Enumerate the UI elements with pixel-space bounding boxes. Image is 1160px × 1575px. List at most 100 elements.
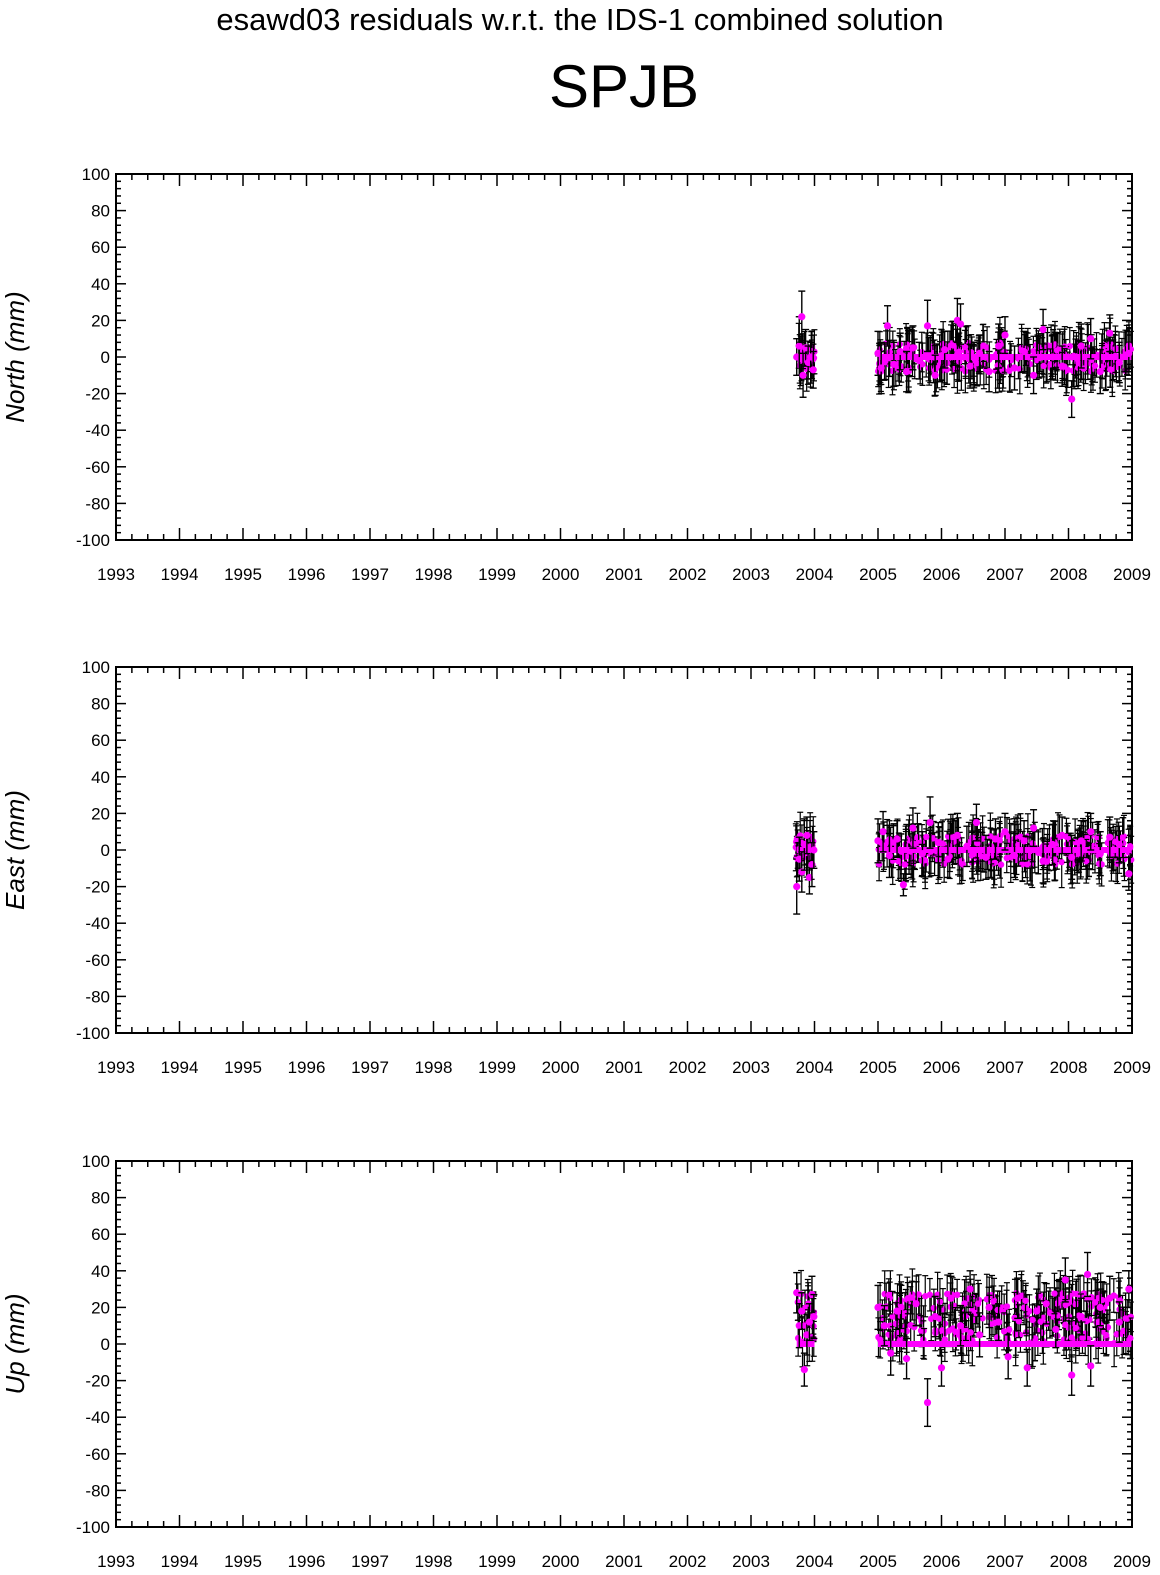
data-point: [909, 824, 917, 832]
panel-1: 100 80 60 40 20 0 -20 -40 -60 -80 -100 1993 1994 1995…: [0, 165, 1151, 584]
x-tick-label: 2004: [796, 565, 834, 584]
x-tick-label: 2004: [796, 1058, 834, 1077]
data-point: [893, 1307, 901, 1315]
data-point: [966, 1285, 974, 1293]
x-tick-label: 1999: [478, 1552, 516, 1571]
data-point: [995, 342, 1003, 350]
y-axis-label: North (mm): [0, 291, 30, 422]
y-tick-label: 60: [91, 731, 110, 750]
data-point: [939, 1327, 946, 1334]
data-point: [1058, 831, 1066, 839]
data-point: [1042, 1300, 1050, 1308]
y-tick-label: -40: [85, 914, 110, 933]
data-point: [1091, 362, 1099, 369]
data-point: [937, 1364, 946, 1372]
x-tick-label: 2005: [859, 1058, 897, 1077]
data-point: [985, 368, 993, 376]
x-tick-label: 2000: [542, 565, 580, 584]
x-tick-label: 1995: [224, 1058, 262, 1077]
data-point: [793, 353, 801, 361]
x-tick-label: 2008: [1050, 565, 1088, 584]
data-point: [893, 835, 901, 843]
data-point: [1051, 1290, 1058, 1297]
data-point: [1066, 342, 1073, 350]
data-point: [1113, 1331, 1120, 1338]
data-point: [915, 357, 923, 365]
data-point: [1026, 360, 1034, 368]
data-point: [923, 833, 930, 841]
y-tick-label: 0: [101, 841, 110, 860]
data-point: [804, 358, 812, 367]
data-point: [1058, 362, 1066, 370]
data-point: [795, 855, 803, 863]
data-point: [1049, 353, 1057, 361]
data-point: [1125, 349, 1133, 357]
y-axis-label: Up (mm): [0, 1293, 30, 1394]
data-point: [918, 850, 927, 858]
chart-title: esawd03 residuals w.r.t. the IDS-1 combi…: [216, 2, 944, 37]
data-point: [1022, 853, 1029, 861]
data-point: [923, 1398, 932, 1407]
data-point: [1087, 335, 1095, 343]
y-tick-label: 20: [91, 804, 110, 823]
data-point: [1062, 1301, 1069, 1309]
data-point: [1068, 853, 1076, 861]
data-point: [1116, 1297, 1124, 1304]
data-point: [798, 313, 806, 321]
data-point: [941, 346, 949, 354]
data-point: [1096, 860, 1103, 867]
data-point: [1000, 1328, 1008, 1335]
data-point: [1083, 858, 1090, 865]
y-tick-label: -60: [85, 1445, 110, 1464]
x-tick-label: 2006: [923, 1058, 961, 1077]
data-point: [952, 1328, 959, 1335]
data-point: [956, 320, 965, 328]
data-point: [803, 831, 811, 839]
data-point: [1072, 1301, 1079, 1308]
y-tick-label: 80: [91, 1189, 110, 1208]
data-point: [899, 881, 908, 889]
data-point: [1096, 850, 1104, 858]
data-point: [1058, 858, 1065, 866]
data-point: [968, 852, 976, 859]
x-tick-label: 2008: [1050, 1552, 1088, 1571]
x-tick-label: 2009: [1113, 565, 1151, 584]
data-point: [1029, 824, 1038, 832]
x-tick-label: 1993: [97, 1058, 135, 1077]
data-point: [976, 1331, 984, 1339]
data-point: [1029, 840, 1036, 847]
data-point: [915, 1291, 922, 1298]
x-tick-label: 2002: [669, 1058, 707, 1077]
x-tick-label: 1996: [288, 1552, 326, 1571]
data-point: [1115, 358, 1123, 367]
data-point: [875, 860, 883, 868]
data-point: [1015, 841, 1022, 849]
x-tick-label: 2002: [669, 565, 707, 584]
x-tick-label: 1996: [288, 1058, 326, 1077]
data-point: [1052, 1325, 1060, 1333]
y-tick-label: -80: [85, 987, 110, 1006]
data-point: [1106, 833, 1114, 841]
data-point: [902, 345, 910, 352]
data-point: [795, 1322, 803, 1330]
y-tick-label: 100: [82, 1152, 110, 1171]
data-point: [1056, 345, 1063, 352]
x-tick-label: 1994: [161, 1058, 199, 1077]
data-point: [1049, 840, 1057, 849]
y-tick-label: -80: [85, 1481, 110, 1500]
data-point: [902, 368, 911, 376]
data-point: [1106, 1294, 1114, 1302]
x-tick-label: 1998: [415, 565, 453, 584]
x-tick-label: 2001: [605, 565, 643, 584]
data-point: [990, 1298, 997, 1305]
x-tick-label: 1993: [97, 1552, 135, 1571]
data-point: [945, 1327, 953, 1334]
y-tick-label: 20: [91, 311, 110, 330]
x-tick-label: 2003: [732, 1058, 770, 1077]
data-point: [803, 1331, 811, 1339]
data-point: [879, 828, 887, 836]
x-tick-label: 1995: [224, 1552, 262, 1571]
data-point: [934, 839, 942, 847]
data-point: [1004, 1353, 1012, 1361]
x-tick-label: 1997: [351, 1552, 389, 1571]
